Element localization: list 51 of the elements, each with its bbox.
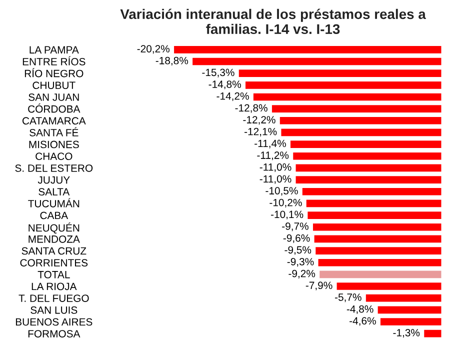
data-label: -9,7% xyxy=(282,222,308,232)
y-tick-label: JUJUY xyxy=(38,176,70,184)
y-tick-label: CHUBUT xyxy=(32,82,76,90)
data-label: -10,5% xyxy=(266,187,298,196)
data-label: -20,2% xyxy=(137,45,170,54)
y-tick-label: BUENOS AIRES xyxy=(16,318,92,326)
y-tick-label: SANTA FÉ xyxy=(30,127,78,136)
data-label: -10,1% xyxy=(270,210,304,220)
data-label: -12,2% xyxy=(243,116,276,125)
y-tick-label: CABA xyxy=(40,212,68,220)
data-label: -11,4% xyxy=(254,140,286,148)
data-label: -10,2% xyxy=(270,198,302,208)
data-label: -4,6% xyxy=(350,317,376,326)
y-tick-label: S. DEL ESTERO xyxy=(15,164,93,172)
y-tick-label: NEUQUÉN xyxy=(28,222,80,234)
data-label: -14,8% xyxy=(208,80,241,90)
data-label: -12,8% xyxy=(235,104,268,113)
y-tick-label: CORRIENTES xyxy=(20,259,88,266)
y-tick-label: CATAMARCA xyxy=(22,117,86,125)
data-label: -14,2% xyxy=(216,92,249,102)
data-label: -11,0% xyxy=(260,163,292,172)
y-tick-label: SAN JUAN xyxy=(28,93,79,101)
y-tick-label: CHACO xyxy=(36,152,72,160)
y-tick-label: SAN LUIS xyxy=(30,306,78,314)
y-tick-label: MENDOZA xyxy=(28,235,80,243)
y-tick-label: TOTAL xyxy=(38,270,70,278)
y-tick-label: ENTRE RÍOS xyxy=(22,56,86,66)
y-tick-label: RÍO NEGRO xyxy=(24,68,84,78)
data-label: -9,3% xyxy=(287,258,314,267)
y-tick-label: TUCUMÁN xyxy=(28,198,80,208)
data-label: -12,1% xyxy=(244,128,277,136)
y-tick-label: LA RIOJA xyxy=(32,282,77,290)
chart-title: Variación interanual de los préstamos reales a familias. I-14 vs. I-13 xyxy=(120,8,426,34)
data-label: -5,7% xyxy=(335,294,362,302)
data-label: -1,3% xyxy=(393,329,420,338)
data-label: -9,6% xyxy=(283,234,310,243)
data-label: -11,0% xyxy=(260,175,292,184)
y-tick-label: LA PAMPA xyxy=(30,46,79,54)
data-label: -15,3% xyxy=(202,68,234,78)
data-label: -4,8% xyxy=(346,305,374,314)
y-tick-label: T. DEL FUEGO xyxy=(18,294,89,302)
data-label: -9,2% xyxy=(288,270,316,278)
y-tick-label: CÓRDOBA xyxy=(28,104,80,113)
y-tick-label: MISIONES xyxy=(29,140,79,148)
data-label: -18,8% xyxy=(156,56,188,66)
data-label: -11,2% xyxy=(257,152,289,160)
y-tick-label: SANTA CRUZ xyxy=(22,247,86,255)
y-tick-label: FORMOSA xyxy=(28,330,80,338)
data-label: -7,9% xyxy=(306,282,332,290)
data-label: -9,5% xyxy=(284,246,312,255)
y-tick-label: SALTA xyxy=(38,188,70,196)
